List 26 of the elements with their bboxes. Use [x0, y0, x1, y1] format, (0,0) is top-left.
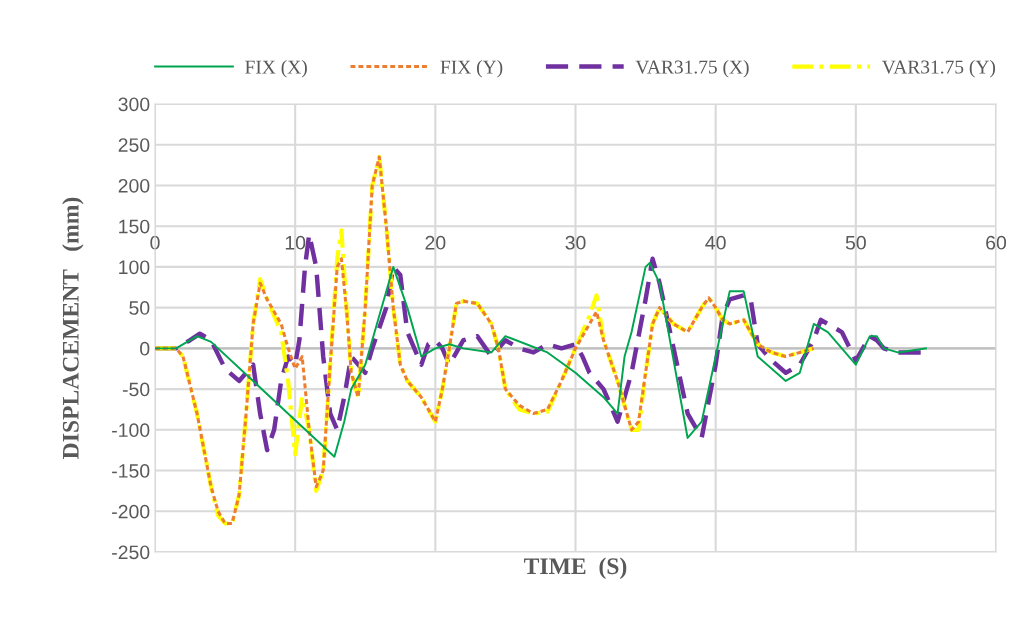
y-tick-label: -200 — [112, 504, 150, 519]
legend-label: VAR31.75 (Y) — [881, 59, 996, 78]
y-tick-label: 0 — [140, 341, 150, 356]
y-tick-label: -250 — [112, 545, 150, 560]
legend-label: FIX (Y) — [440, 59, 503, 78]
y-tick-label: 150 — [119, 219, 150, 234]
y-tick-label: -50 — [122, 382, 150, 397]
y-tick-label: 50 — [129, 301, 150, 315]
legend-label: FIX (X) — [245, 59, 307, 78]
y-tick-label: -150 — [112, 464, 150, 478]
line-series — [155, 261, 927, 458]
x-tick-label: 30 — [565, 235, 586, 250]
y-tick-label: 250 — [118, 138, 150, 152]
x-tick-label: 60 — [986, 235, 1007, 250]
x-tick-label: 40 — [705, 235, 726, 250]
legend-label: VAR31.75 (X) — [635, 59, 749, 78]
y-tick-label: 300 — [118, 97, 150, 112]
x-tick-label: 10 — [285, 235, 306, 250]
y-tick-label: 200 — [118, 178, 150, 193]
y-tick-label: 100 — [119, 260, 150, 275]
y-tick-label: -100 — [112, 423, 150, 438]
x-axis-title: TIME (S) — [524, 557, 627, 579]
x-tick-label: 0 — [150, 235, 160, 250]
x-tick-label: 50 — [845, 235, 866, 250]
x-tick-label: 20 — [425, 235, 446, 250]
y-axis-title: DISPLACEMENT (mm) — [62, 197, 84, 459]
